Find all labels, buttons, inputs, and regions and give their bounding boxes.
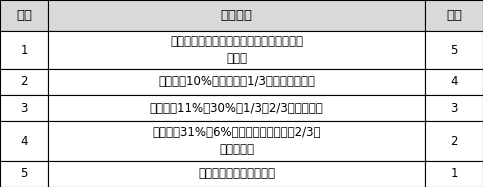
Bar	[48, 0, 425, 31]
Text: 1: 1	[20, 44, 28, 56]
Text: 等级: 等级	[16, 9, 32, 22]
Bar	[425, 0, 483, 31]
Bar	[48, 161, 425, 187]
Text: 1: 1	[450, 167, 458, 180]
Bar	[0, 69, 48, 95]
Bar	[48, 95, 425, 121]
Bar	[0, 31, 48, 69]
Bar	[0, 161, 48, 187]
Bar	[48, 121, 425, 161]
Bar	[0, 0, 48, 31]
Text: 冻害表现: 冻害表现	[221, 9, 253, 22]
Bar	[0, 121, 48, 161]
Bar	[425, 161, 483, 187]
Text: 2: 2	[450, 134, 458, 148]
Text: 4: 4	[20, 134, 28, 148]
Text: 4: 4	[450, 75, 458, 88]
Text: 主干冻枯11%～30%，1/3～2/3的树叶凋萎: 主干冻枯11%～30%，1/3～2/3的树叶凋萎	[150, 102, 324, 115]
Text: 分值: 分值	[446, 9, 462, 22]
Bar	[0, 95, 48, 121]
Text: 3: 3	[20, 102, 28, 115]
Text: 5: 5	[20, 167, 28, 180]
Text: 不能萌发，全株冻害死亡: 不能萌发，全株冻害死亡	[198, 167, 275, 180]
Bar	[425, 31, 483, 69]
Bar	[425, 121, 483, 161]
Text: 2: 2	[20, 75, 28, 88]
Bar	[48, 31, 425, 69]
Text: 主干顶部10%以下枯萎，1/3以下的树叶凋萎: 主干顶部10%以下枯萎，1/3以下的树叶凋萎	[158, 75, 315, 88]
Bar	[48, 69, 425, 95]
Bar	[425, 95, 483, 121]
Text: 5: 5	[450, 44, 458, 56]
Text: 3: 3	[450, 102, 458, 115]
Bar	[425, 69, 483, 95]
Text: 无冻害或基本无冻害，有轻度萎蔫能恢复正
常生长: 无冻害或基本无冻害，有轻度萎蔫能恢复正 常生长	[170, 35, 303, 65]
Text: 主干冻枯31%～6%，能萌发恢复生长，2/3以
上树叶凋萎: 主干冻枯31%～6%，能萌发恢复生长，2/3以 上树叶凋萎	[153, 126, 321, 156]
